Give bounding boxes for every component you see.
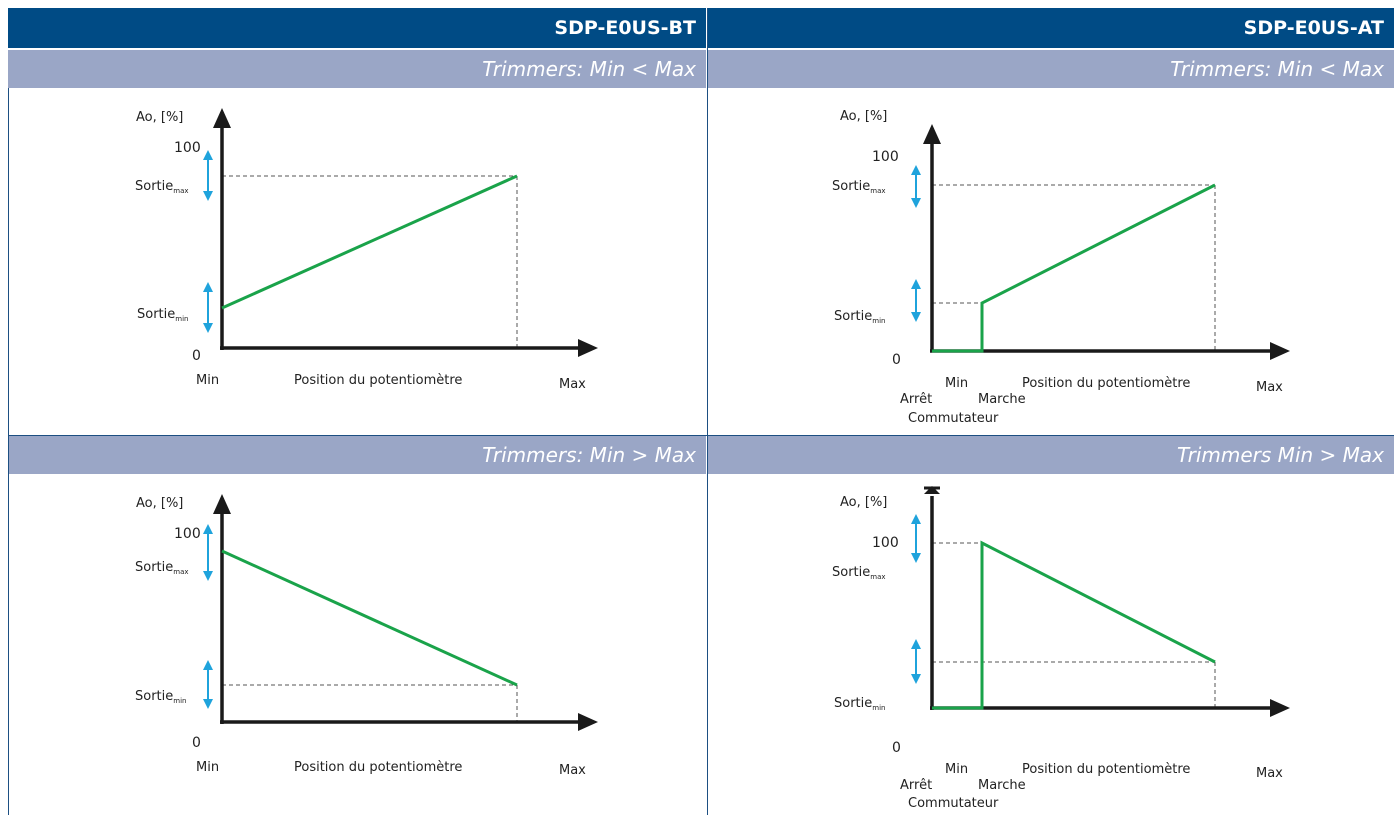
y-label-0: 0	[192, 735, 201, 751]
sortie-min-label: Sortiemin	[834, 309, 885, 325]
y-label-0: 0	[892, 740, 901, 756]
sortie-max-label: Sortiemax	[135, 560, 189, 576]
table-row-divider	[8, 435, 1394, 436]
x-label-position: Position du potentiomètre	[1022, 762, 1190, 777]
subheader-bt-row1: Trimmers: Min < Max	[8, 50, 706, 88]
column-header-at: SDP-E0US-AT	[708, 8, 1394, 48]
y-label-100: 100	[872, 149, 899, 165]
x-label-marche: Marche	[978, 392, 1026, 407]
graph-at-min-gt-max: Ao, [%] 100 Sortiemax Sortiemin 0 Min Ar…	[832, 486, 1290, 811]
y-axis-label: Ao, [%]	[840, 109, 887, 124]
y-axis-label: Ao, [%]	[840, 495, 887, 510]
subheader-at-row2: Trimmers Min > Max	[708, 436, 1394, 474]
table-column-divider	[707, 8, 708, 815]
y-label-0: 0	[892, 352, 901, 368]
table-border-left	[8, 88, 9, 815]
x-label-max: Max	[559, 377, 586, 392]
subheader-bt-row2: Trimmers: Min > Max	[8, 436, 706, 474]
x-label-arret: Arrêt	[900, 392, 932, 407]
graph-at-min-lt-max: Ao, [%] 100 Sortiemax Sortiemin 0 Min Ar…	[832, 109, 1290, 426]
x-label-max: Max	[1256, 380, 1283, 395]
y-label-100: 100	[872, 535, 899, 551]
x-label-arret: Arrêt	[900, 778, 932, 793]
x-label-min: Min	[945, 376, 968, 391]
x-label-min: Min	[196, 760, 219, 775]
x-label-position: Position du potentiomètre	[1022, 376, 1190, 391]
sortie-max-label: Sortiemax	[832, 179, 886, 195]
sortie-min-label: Sortiemin	[135, 689, 186, 705]
x-label-min: Min	[945, 762, 968, 777]
x-label-max: Max	[1256, 766, 1283, 781]
y-axis-label: Ao, [%]	[136, 496, 183, 511]
x-label-min: Min	[196, 373, 219, 388]
x-label-position: Position du potentiomètre	[294, 373, 462, 388]
sortie-max-label: Sortiemax	[135, 179, 189, 195]
sortie-max-label: Sortiemax	[832, 565, 886, 581]
column-header-bt: SDP-E0US-BT	[8, 8, 706, 48]
y-label-100: 100	[174, 140, 201, 156]
sortie-min-label: Sortiemin	[137, 307, 188, 323]
x-label-position: Position du potentiomètre	[294, 760, 462, 775]
x-label-commutateur: Commutateur	[908, 411, 999, 426]
sortie-min-label: Sortiemin	[834, 696, 885, 712]
y-label-0: 0	[192, 348, 201, 364]
y-axis-label: Ao, [%]	[136, 110, 183, 125]
subheader-at-row1: Trimmers: Min < Max	[708, 50, 1394, 88]
x-label-max: Max	[559, 763, 586, 778]
x-label-commutateur: Commutateur	[908, 796, 999, 811]
x-label-marche: Marche	[978, 778, 1026, 793]
graph-bt-min-lt-max: Ao, [%] 100 Sortiemax Sortiemin 0 Min Po…	[135, 108, 598, 392]
y-label-100: 100	[174, 526, 201, 542]
graph-bt-min-gt-max: Ao, [%] 100 Sortiemax Sortiemin 0 Min Po…	[135, 494, 598, 778]
